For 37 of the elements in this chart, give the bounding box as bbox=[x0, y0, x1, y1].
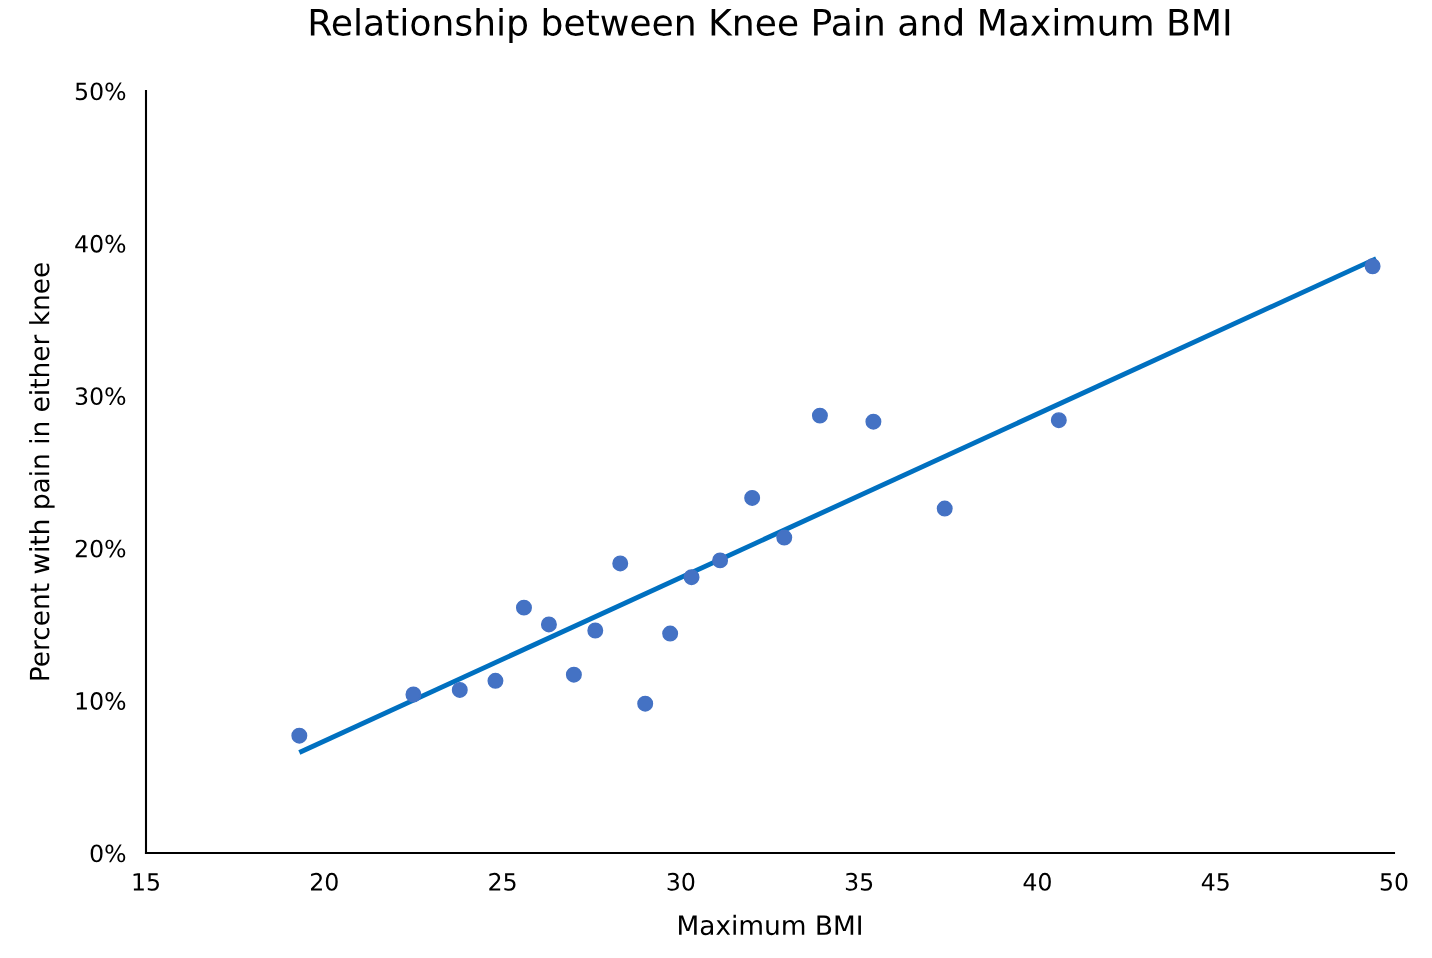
x-tick-label: 35 bbox=[845, 872, 873, 891]
point bbox=[811, 407, 828, 424]
y-tick-label: 10% bbox=[76, 692, 126, 710]
point bbox=[662, 625, 679, 642]
x-tick-label: 50 bbox=[1380, 872, 1408, 891]
point bbox=[291, 727, 308, 744]
point bbox=[776, 529, 793, 546]
point bbox=[865, 413, 882, 430]
point bbox=[936, 500, 953, 517]
point bbox=[587, 622, 604, 639]
y-axis-title: Percent with pain in either knee bbox=[29, 263, 55, 680]
point bbox=[1050, 412, 1067, 429]
y-tick-label: 40% bbox=[75, 234, 126, 253]
point bbox=[515, 599, 532, 616]
x-tick-label: 45 bbox=[1201, 873, 1229, 891]
point bbox=[744, 489, 761, 506]
point bbox=[487, 672, 504, 689]
y-tick-label: 50% bbox=[75, 82, 126, 101]
x-tick-label: 20 bbox=[310, 872, 338, 891]
point bbox=[565, 666, 582, 683]
y-tick-label: 0% bbox=[90, 844, 126, 863]
point bbox=[540, 616, 557, 633]
point bbox=[712, 552, 729, 569]
x-tick-label: 30 bbox=[667, 872, 695, 891]
point bbox=[637, 695, 654, 712]
x-axis-title: Maximum BMI bbox=[679, 914, 861, 936]
y-tick-label: 20% bbox=[75, 539, 126, 558]
chart-title: Relationship between Knee Pain and Maximum BMI bbox=[310, 8, 1230, 43]
x-tick-label: 15 bbox=[133, 873, 159, 891]
x-tick-label: 25 bbox=[489, 872, 516, 891]
point bbox=[451, 681, 468, 698]
x-tick-label: 40 bbox=[1023, 872, 1051, 891]
point bbox=[405, 686, 422, 703]
point bbox=[612, 555, 629, 572]
point bbox=[683, 569, 700, 586]
y-tick-label: 30% bbox=[75, 387, 126, 406]
point bbox=[1364, 258, 1381, 275]
